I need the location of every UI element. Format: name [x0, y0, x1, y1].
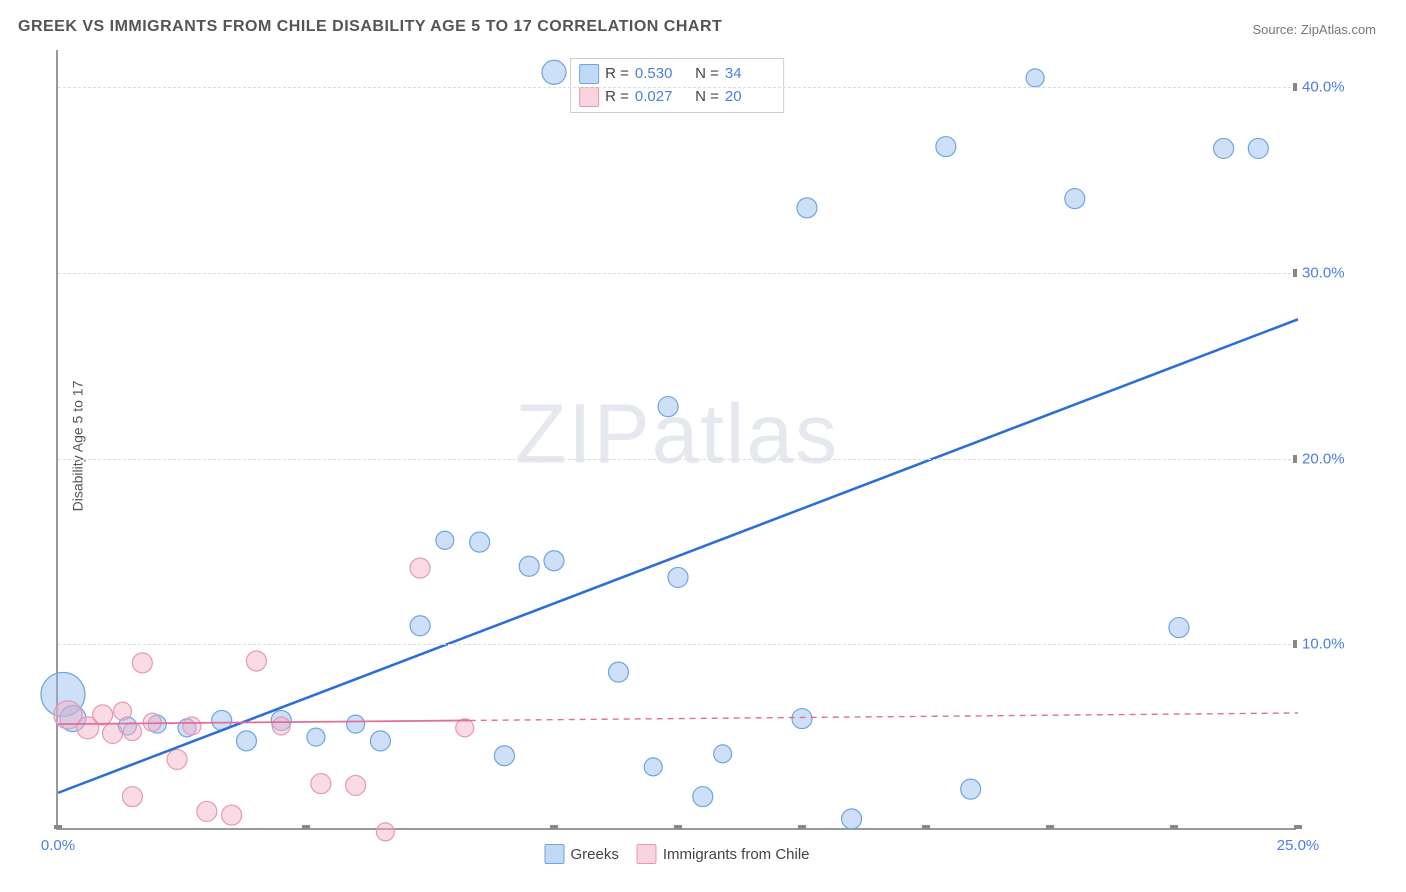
data-point — [1026, 69, 1044, 87]
data-point — [311, 774, 331, 794]
data-point — [792, 709, 812, 729]
data-point — [470, 532, 490, 552]
data-point — [376, 823, 394, 841]
data-point — [122, 787, 142, 807]
data-point — [132, 653, 152, 673]
data-point — [608, 662, 628, 682]
x-tick-mark — [798, 825, 806, 829]
data-point — [658, 397, 678, 417]
series-swatch-icon — [544, 844, 564, 864]
y-tick-mark — [1293, 83, 1297, 91]
x-tick-mark — [922, 825, 930, 829]
gridline — [58, 87, 1296, 88]
data-point — [370, 731, 390, 751]
y-tick-label: 30.0% — [1302, 264, 1372, 281]
data-point — [961, 779, 981, 799]
y-tick-mark — [1293, 640, 1297, 648]
data-point — [1065, 189, 1085, 209]
data-point — [410, 558, 430, 578]
data-point — [103, 723, 123, 743]
x-tick-label: 25.0% — [1277, 837, 1320, 854]
data-point — [1214, 138, 1234, 158]
source-attribution: Source: ZipAtlas.com — [1252, 22, 1376, 37]
data-point — [307, 728, 325, 746]
gridline — [58, 273, 1296, 274]
x-tick-mark — [1046, 825, 1054, 829]
data-point — [544, 551, 564, 571]
data-point — [644, 758, 662, 776]
correlation-scatter-chart: ZIPatlas R =0.530 N =34R =0.027 N =20 Gr… — [56, 50, 1296, 830]
legend-label: Immigrants from Chile — [663, 846, 810, 863]
x-tick-label: 0.0% — [41, 837, 75, 854]
data-point — [347, 715, 365, 733]
data-point — [167, 749, 187, 769]
data-point — [183, 717, 201, 735]
series-swatch-icon — [637, 844, 657, 864]
chart-title: GREEK VS IMMIGRANTS FROM CHILE DISABILIT… — [18, 18, 722, 36]
data-point — [668, 567, 688, 587]
data-point — [123, 723, 141, 741]
data-point — [143, 713, 161, 731]
data-point — [410, 616, 430, 636]
data-point — [113, 702, 131, 720]
data-point — [1248, 138, 1268, 158]
data-point — [693, 787, 713, 807]
data-point — [936, 137, 956, 157]
plot-svg — [58, 50, 1298, 830]
data-point — [346, 775, 366, 795]
data-point — [797, 198, 817, 218]
legend-item: Greeks — [544, 844, 618, 864]
x-tick-mark — [54, 825, 62, 829]
x-tick-mark — [1170, 825, 1178, 829]
y-tick-mark — [1293, 455, 1297, 463]
legend-item: Immigrants from Chile — [637, 844, 810, 864]
data-point — [842, 809, 862, 829]
y-tick-label: 40.0% — [1302, 79, 1372, 96]
data-point — [714, 745, 732, 763]
series-legend: Greeks Immigrants from Chile — [544, 844, 809, 864]
gridline — [58, 644, 1296, 645]
data-point — [222, 805, 242, 825]
x-tick-mark — [674, 825, 682, 829]
data-point — [494, 746, 514, 766]
y-tick-label: 10.0% — [1302, 636, 1372, 653]
x-tick-mark — [550, 825, 558, 829]
data-point — [246, 651, 266, 671]
data-point — [93, 705, 113, 725]
data-point — [436, 531, 454, 549]
gridline — [58, 459, 1296, 460]
data-point — [519, 556, 539, 576]
x-tick-mark — [302, 825, 310, 829]
data-point — [456, 719, 474, 737]
trend-line — [470, 713, 1298, 720]
data-point — [197, 801, 217, 821]
x-tick-mark — [1294, 825, 1302, 829]
y-tick-mark — [1293, 269, 1297, 277]
y-tick-label: 20.0% — [1302, 450, 1372, 467]
data-point — [272, 717, 290, 735]
data-point — [236, 731, 256, 751]
data-point — [1169, 618, 1189, 638]
data-point — [542, 60, 566, 84]
legend-label: Greeks — [570, 846, 618, 863]
